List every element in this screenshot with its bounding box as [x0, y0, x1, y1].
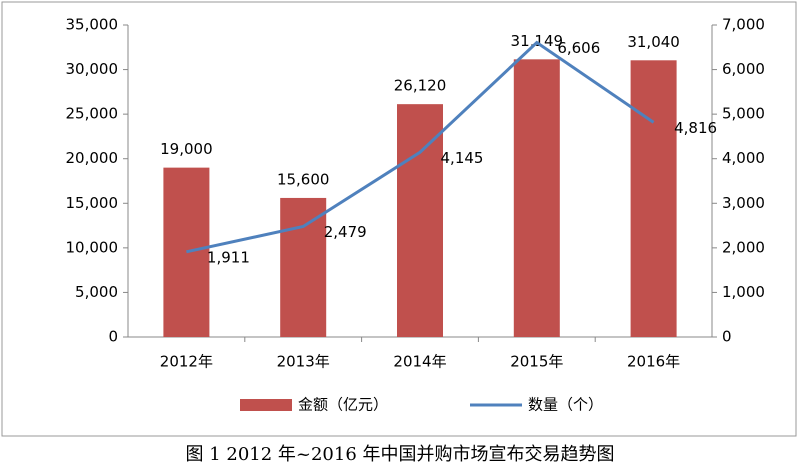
line-value-label: 6,606 — [557, 39, 600, 57]
y2-tick-label: 7,000 — [722, 16, 765, 34]
line-value-label: 4,145 — [441, 149, 484, 167]
bar-value-label: 31,040 — [627, 33, 680, 51]
x-tick-label: 2013年 — [277, 353, 330, 371]
y2-tick-label: 5,000 — [722, 105, 765, 123]
legend-label: 金额（亿元） — [298, 396, 388, 414]
legend-swatch — [240, 399, 292, 411]
line-value-label: 4,816 — [674, 119, 717, 137]
bar — [280, 197, 327, 337]
y-tick-label: 15,000 — [66, 194, 119, 212]
bar-value-label: 26,120 — [394, 77, 447, 95]
chart-frame — [1, 1, 797, 437]
x-tick-label: 2016年 — [627, 353, 680, 371]
y2-tick-label: 3,000 — [722, 194, 765, 212]
y-tick-label: 30,000 — [66, 60, 119, 78]
line-value-label: 1,911 — [207, 248, 250, 266]
y-tick-label: 10,000 — [66, 238, 119, 256]
y-tick-label: 25,000 — [66, 105, 119, 123]
x-tick-label: 2014年 — [393, 353, 446, 371]
legend-label: 数量（个） — [528, 396, 603, 414]
bar — [513, 59, 560, 337]
y2-tick-label: 1,000 — [722, 283, 765, 301]
bar-value-label: 19,000 — [160, 140, 213, 158]
bar — [630, 60, 677, 338]
chart-title: 图 1 2012 年~2016 年中国并购市场宣布交易趋势图 — [185, 444, 614, 465]
x-tick-label: 2012年 — [160, 353, 213, 371]
bar — [397, 104, 443, 337]
y2-tick-label: 4,000 — [722, 149, 765, 167]
y-tick-label: 0 — [108, 328, 118, 346]
y2-tick-label: 6,000 — [722, 60, 765, 78]
y-tick-label: 20,000 — [66, 149, 119, 167]
y-tick-label: 35,000 — [66, 16, 119, 34]
bar — [163, 167, 210, 337]
line-value-label: 2,479 — [324, 223, 367, 241]
bar-value-label: 15,600 — [277, 170, 330, 188]
y-tick-label: 5,000 — [75, 283, 118, 301]
x-tick-label: 2015年 — [510, 353, 563, 371]
line — [186, 40, 655, 254]
y2-tick-label: 0 — [722, 328, 732, 346]
y2-tick-label: 2,000 — [722, 238, 765, 256]
